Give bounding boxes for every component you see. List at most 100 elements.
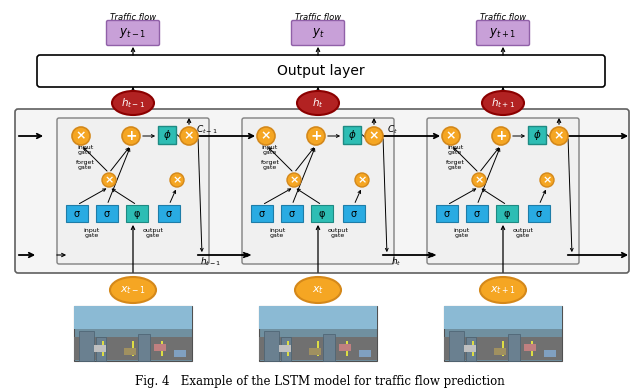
Text: ×: × xyxy=(76,130,86,142)
Circle shape xyxy=(492,127,510,145)
Bar xyxy=(124,348,136,355)
Text: output
gate: output gate xyxy=(328,228,348,238)
Bar xyxy=(79,331,94,361)
Bar xyxy=(466,337,476,361)
Text: $x_t$: $x_t$ xyxy=(312,284,324,296)
Bar xyxy=(259,306,377,361)
Text: input
gate: input gate xyxy=(77,145,93,155)
Text: forget
gate: forget gate xyxy=(445,159,465,170)
Circle shape xyxy=(307,127,325,145)
Bar xyxy=(161,341,163,356)
Bar xyxy=(66,205,88,222)
FancyBboxPatch shape xyxy=(15,109,629,273)
Bar xyxy=(528,126,546,144)
FancyBboxPatch shape xyxy=(57,118,209,264)
Circle shape xyxy=(287,173,301,187)
Text: ×: × xyxy=(554,130,564,142)
Text: Fig. 4   Example of the LSTM model for traffic flow prediction: Fig. 4 Example of the LSTM model for tra… xyxy=(135,375,505,389)
Text: $h_t$: $h_t$ xyxy=(312,96,324,110)
Text: $\phi$: $\phi$ xyxy=(532,128,541,142)
Bar xyxy=(466,205,488,222)
Text: σ: σ xyxy=(444,209,450,219)
Bar xyxy=(264,331,279,361)
FancyBboxPatch shape xyxy=(37,55,605,87)
Text: φ: φ xyxy=(504,209,510,219)
Bar xyxy=(281,205,303,222)
Text: $x_{t+1}$: $x_{t+1}$ xyxy=(490,284,516,296)
Text: input
gate: input gate xyxy=(447,145,463,155)
Text: ×: × xyxy=(474,175,484,185)
Bar xyxy=(174,350,186,357)
Circle shape xyxy=(442,127,460,145)
Circle shape xyxy=(365,127,383,145)
Bar xyxy=(259,337,377,360)
Bar xyxy=(96,337,106,361)
Text: input
gate: input gate xyxy=(84,228,100,238)
Text: +: + xyxy=(495,129,507,143)
Bar xyxy=(343,205,365,222)
Bar xyxy=(74,306,192,329)
Text: $h_t$: $h_t$ xyxy=(391,256,401,268)
Bar xyxy=(281,337,291,361)
Text: σ: σ xyxy=(474,209,480,219)
Bar xyxy=(528,205,550,222)
FancyBboxPatch shape xyxy=(242,118,394,264)
Text: φ: φ xyxy=(134,209,140,219)
Text: forget
gate: forget gate xyxy=(76,159,95,170)
Circle shape xyxy=(355,173,369,187)
Bar xyxy=(279,345,291,352)
Ellipse shape xyxy=(297,91,339,115)
Bar xyxy=(126,205,148,222)
Text: $C_t$: $C_t$ xyxy=(387,124,397,136)
Bar xyxy=(531,341,533,356)
Text: σ: σ xyxy=(289,209,295,219)
Ellipse shape xyxy=(482,91,524,115)
Text: forget
gate: forget gate xyxy=(260,159,280,170)
Text: input
gate: input gate xyxy=(262,145,278,155)
Bar xyxy=(444,306,562,329)
Text: $\phi$: $\phi$ xyxy=(348,128,356,142)
Bar xyxy=(494,348,506,355)
Ellipse shape xyxy=(480,277,526,303)
Text: ×: × xyxy=(104,175,114,185)
Bar xyxy=(444,337,562,360)
Bar xyxy=(74,337,192,360)
Ellipse shape xyxy=(112,91,154,115)
Bar xyxy=(158,205,180,222)
Bar xyxy=(138,334,150,361)
Bar xyxy=(524,344,536,351)
Bar xyxy=(346,341,348,356)
Bar xyxy=(449,331,464,361)
Bar xyxy=(464,345,476,352)
Circle shape xyxy=(472,173,486,187)
Text: $h_{t+1}$: $h_{t+1}$ xyxy=(491,96,515,110)
Circle shape xyxy=(550,127,568,145)
Text: ×: × xyxy=(172,175,182,185)
Bar xyxy=(132,341,134,356)
Text: σ: σ xyxy=(74,209,80,219)
Bar xyxy=(154,344,166,351)
FancyBboxPatch shape xyxy=(427,118,579,264)
Circle shape xyxy=(102,173,116,187)
Circle shape xyxy=(180,127,198,145)
Bar xyxy=(317,341,319,356)
Bar xyxy=(472,341,474,356)
Bar xyxy=(359,350,371,357)
Bar xyxy=(496,205,518,222)
FancyBboxPatch shape xyxy=(477,21,529,46)
Bar xyxy=(251,205,273,222)
Bar xyxy=(323,334,335,361)
Bar xyxy=(287,341,289,356)
Circle shape xyxy=(72,127,90,145)
Bar xyxy=(311,205,333,222)
Text: $y_t$: $y_t$ xyxy=(312,26,324,40)
Text: Traffic flow: Traffic flow xyxy=(295,12,341,21)
Circle shape xyxy=(257,127,275,145)
Text: input
gate: input gate xyxy=(454,228,470,238)
Text: $\phi$: $\phi$ xyxy=(163,128,172,142)
Text: ×: × xyxy=(260,130,271,142)
Text: $h_{t-1}$: $h_{t-1}$ xyxy=(121,96,145,110)
Text: Output layer: Output layer xyxy=(277,64,365,78)
Text: $h_{t-1}$: $h_{t-1}$ xyxy=(200,256,221,268)
Circle shape xyxy=(170,173,184,187)
